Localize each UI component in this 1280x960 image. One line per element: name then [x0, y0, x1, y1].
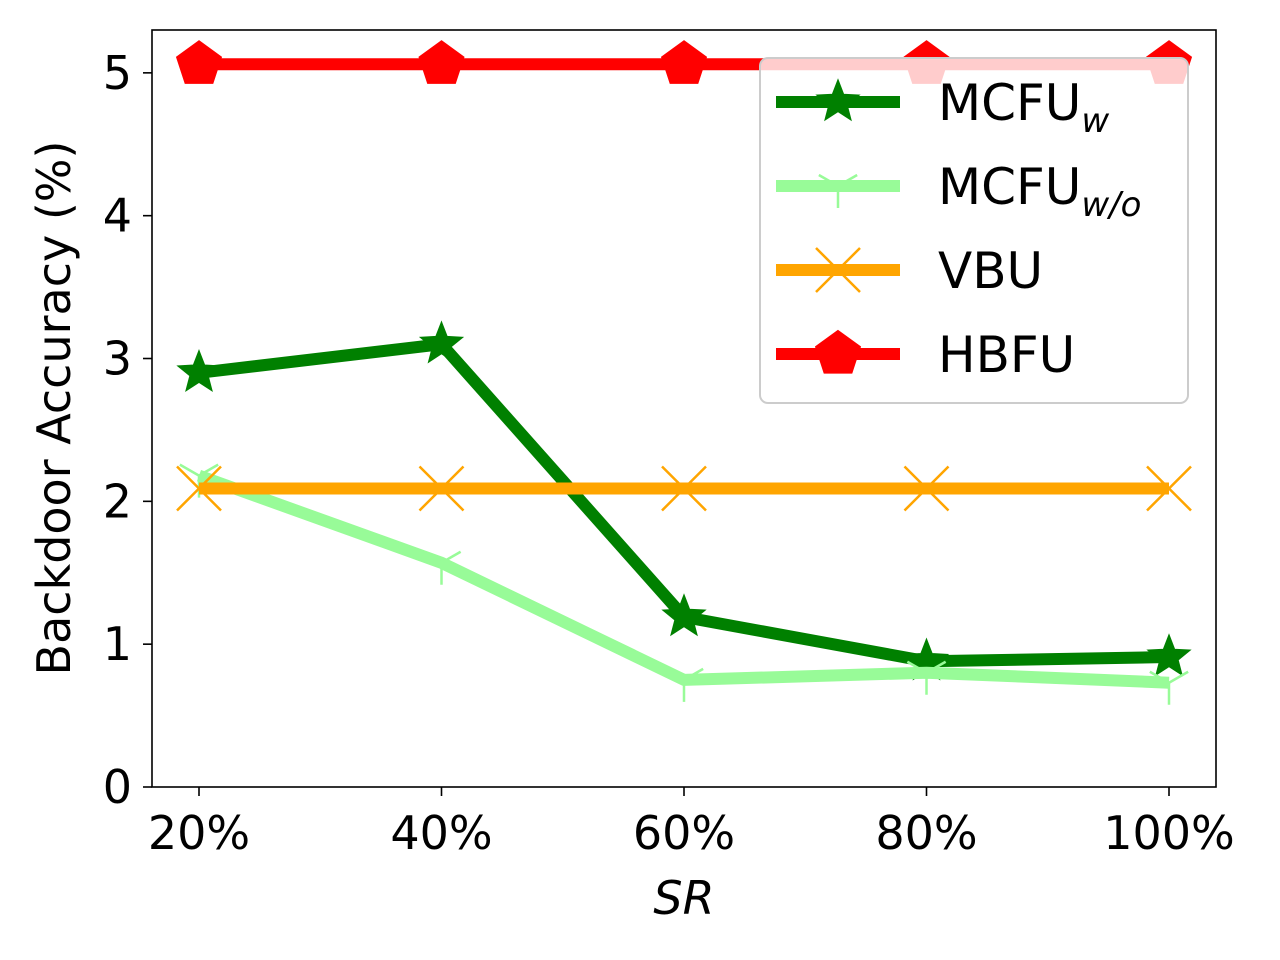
- series-3-point-1: [176, 465, 222, 512]
- legend-label-3: VBU: [938, 242, 1043, 300]
- y-axis-label: Backdoor Accuracy (%): [27, 141, 81, 676]
- y-tick-label-3: 2: [103, 474, 132, 528]
- x-tick-label-1: 20%: [148, 806, 250, 860]
- y-tick-label-1: 0: [103, 760, 132, 814]
- y-tick-label-5: 4: [103, 189, 132, 243]
- series-3: [176, 465, 1192, 512]
- series-2-point-3: [664, 667, 704, 702]
- legend-label-subscript-2: w/o: [1081, 185, 1141, 225]
- series-1-point-1: [176, 349, 222, 393]
- legend-entry-4: HBFU: [776, 326, 1075, 384]
- x-tick-label-2: 40%: [390, 806, 492, 860]
- series-4-point-2: [418, 40, 465, 84]
- y-tick-label-4: 3: [103, 332, 132, 386]
- x-tick-label-4: 80%: [875, 806, 977, 860]
- series-3-point-5: [1146, 465, 1192, 512]
- series-3-point-2: [418, 465, 465, 512]
- series-1: [176, 320, 1192, 681]
- legend-label-4: HBFU: [938, 326, 1075, 384]
- y-tick-label-6: 5: [103, 46, 132, 100]
- legend-swatch-marker-1: [815, 78, 861, 122]
- legend-swatch-marker-3: [815, 247, 861, 293]
- series-3-point-3: [661, 465, 707, 512]
- series-2-point-4: [906, 660, 947, 695]
- series-1-point-3: [661, 593, 707, 637]
- legend-label-subscript-1: w: [1081, 101, 1109, 141]
- ticks-layer: 20% 40% 60% 80% 100% 0 1 2 3 4 5: [103, 46, 1235, 860]
- legend-entry-3: VBU: [776, 242, 1043, 300]
- series-2-point-2: [421, 550, 462, 585]
- legend-entry-1: MCFUw: [776, 74, 1109, 141]
- series-2-point-5: [1149, 670, 1189, 705]
- y-tick-label-2: 1: [103, 617, 132, 671]
- legend-label-1: MCFUw: [938, 74, 1109, 141]
- series-3-point-4: [903, 465, 950, 512]
- series-1-point-2: [418, 320, 465, 364]
- legend-box: [759, 57, 1189, 404]
- x-tick-label-3: 60%: [633, 806, 735, 860]
- x-axis-label: SR: [653, 871, 714, 925]
- series-4-point-3: [660, 40, 708, 84]
- x-tick-label-5: 100%: [1103, 806, 1235, 860]
- legend-swatch-marker-4: [814, 329, 862, 374]
- legend-swatch-marker-2: [818, 173, 858, 208]
- series-1-point-5: [1146, 633, 1192, 677]
- series-4-point-1: [175, 40, 223, 84]
